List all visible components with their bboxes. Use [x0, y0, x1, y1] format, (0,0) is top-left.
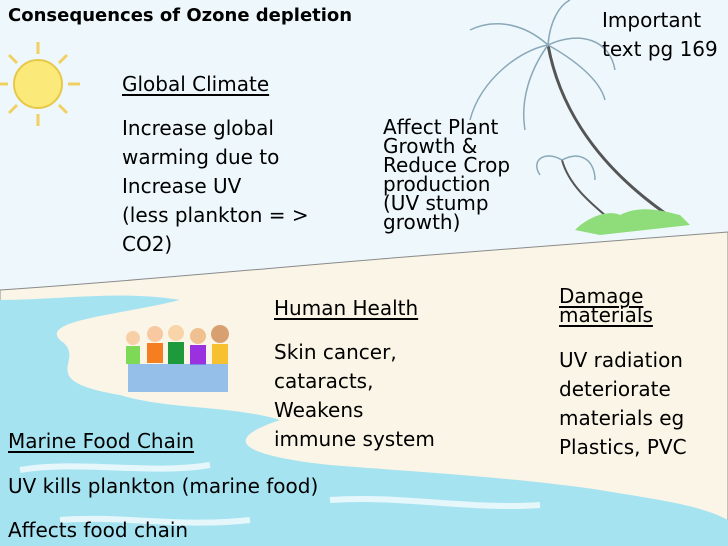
palm-tree-icon	[469, 0, 676, 229]
plant-growth-body: Affect Plant Growth & Reduce Crop produc…	[383, 115, 511, 234]
marine-line-1: UV kills plankton (marine food)	[8, 474, 319, 498]
global-climate-body: Increase global warming due to Increase …	[122, 116, 309, 256]
slide-title: Consequences of Ozone depletion	[8, 5, 353, 26]
damage-materials-heading: Damage materials	[559, 284, 653, 327]
damage-materials-body: UV radiation deteriorate materials eg Pl…	[559, 348, 687, 459]
human-health-body: Skin cancer, cataracts, Weakens immune s…	[274, 340, 435, 451]
marine-line-2: Affects food chain	[8, 518, 189, 542]
bush	[575, 209, 690, 235]
sea	[0, 295, 728, 546]
sun-icon	[0, 42, 80, 126]
marine-food-chain-heading: Marine Food Chain	[8, 429, 195, 453]
important-note: Important text pg 169	[602, 8, 718, 61]
children-icon	[126, 325, 229, 392]
global-climate-heading: Global Climate	[122, 72, 270, 96]
human-health-heading: Human Health	[274, 296, 419, 320]
